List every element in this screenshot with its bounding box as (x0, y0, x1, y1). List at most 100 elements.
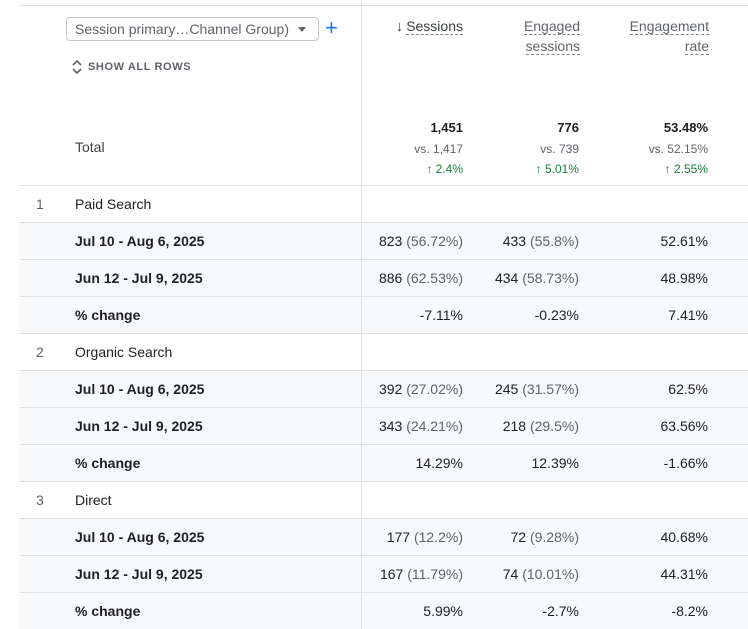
sessions-value: 167 (379, 566, 404, 582)
plus-icon: + (325, 15, 338, 40)
show-all-rows-button[interactable]: SHOW ALL ROWS (72, 59, 191, 75)
rate-cell: 62.5% (668, 381, 708, 397)
engaged-cell: 433 (55.8%) (503, 223, 579, 259)
period-label: Jun 12 - Jul 9, 2025 (75, 270, 203, 286)
row-divider (361, 408, 362, 444)
total-rate: 53.48% (663, 120, 708, 135)
sessions-value: 886 (378, 270, 403, 286)
total-engaged-vs: vs. 739 (540, 142, 579, 156)
table-row[interactable]: % change 14.29% 12.39% -1.66% (19, 444, 748, 481)
engaged-share: (29.5%) (529, 418, 579, 434)
add-dimension-button[interactable]: + (325, 15, 338, 41)
row-divider (361, 334, 362, 370)
total-sessions-change: ↑ 2.4% (426, 162, 463, 176)
rate-cell: 52.61% (660, 233, 708, 249)
group-row[interactable]: 1 Paid Search (19, 185, 748, 222)
rate-cell: -1.66% (663, 455, 708, 471)
row-index: 1 (36, 196, 44, 212)
row-divider (361, 556, 362, 592)
rate-cell: 48.98% (660, 270, 708, 286)
table-row[interactable]: Jul 10 - Aug 6, 2025 823 (56.72%) 433 (5… (19, 222, 748, 259)
sessions-share: (62.53%) (406, 270, 463, 286)
table-row[interactable]: Jun 12 - Jul 9, 2025 886 (62.53%) 434 (5… (19, 259, 748, 296)
table-row[interactable]: Jul 10 - Aug 6, 2025 177 (12.2%) 72 (9.2… (19, 518, 748, 555)
show-all-rows-label: SHOW ALL ROWS (88, 61, 192, 73)
total-rate-vs: vs. 52.15% (648, 142, 708, 156)
table-row[interactable]: Jul 10 - Aug 6, 2025 392 (27.02%) 245 (3… (19, 370, 748, 407)
column-header-line: rate (684, 38, 709, 55)
period-label: Jun 12 - Jul 9, 2025 (75, 418, 203, 434)
total-engaged: 776 (557, 120, 579, 135)
table-top-border (19, 5, 748, 6)
engaged-share: (9.28%) (529, 529, 579, 545)
sessions-cell: 392 (27.02%) (379, 371, 463, 407)
total-label: Total (75, 139, 105, 155)
rate-cell: 40.68% (660, 529, 708, 545)
group-row[interactable]: 3 Direct (19, 481, 748, 518)
period-label: Jul 10 - Aug 6, 2025 (75, 529, 205, 545)
rate-cell: 7.41% (668, 307, 708, 323)
group-row[interactable]: 2 Organic Search (19, 333, 748, 370)
rate-cell: 63.56% (660, 418, 708, 434)
column-header-engagement-rate[interactable]: Engagement rate (600, 16, 709, 56)
period-label: Jul 10 - Aug 6, 2025 (75, 233, 205, 249)
rate-cell: 44.31% (660, 566, 708, 582)
row-divider (361, 482, 362, 518)
expand-icon (72, 59, 82, 75)
engaged-value: 433 (502, 233, 527, 249)
sessions-value: 343 (378, 418, 403, 434)
engaged-cell: 12.39% (531, 455, 579, 471)
sessions-cell: 886 (62.53%) (379, 260, 463, 296)
column-header-sessions[interactable]: ↓ Sessions (385, 16, 463, 37)
column-header-line: Engaged (523, 18, 580, 35)
dimension-select[interactable]: Session primary…Channel Group) (66, 17, 319, 41)
engaged-value: 72 (510, 529, 527, 545)
engaged-value: 74 (502, 566, 519, 582)
engaged-cell: 245 (31.57%) (495, 371, 579, 407)
period-label: % change (75, 455, 141, 471)
sessions-cell: 167 (11.79%) (380, 556, 463, 592)
engaged-cell: 434 (58.73%) (495, 260, 579, 296)
sessions-share: (24.21%) (406, 418, 463, 434)
chevron-down-icon (298, 26, 306, 32)
table-row[interactable]: Jun 12 - Jul 9, 2025 343 (24.21%) 218 (2… (19, 407, 748, 444)
engaged-cell: -2.7% (542, 603, 579, 619)
column-header-line: Engagement (629, 18, 709, 35)
engaged-value: 218 (502, 418, 527, 434)
row-divider (361, 223, 362, 259)
column-header-engaged-sessions[interactable]: Engaged sessions (480, 16, 580, 56)
row-divider (361, 519, 362, 555)
period-label: % change (75, 307, 141, 323)
sessions-share: (12.2%) (413, 529, 463, 545)
engaged-cell: 72 (9.28%) (511, 519, 580, 555)
row-divider (361, 186, 362, 222)
engaged-share: (58.73%) (522, 270, 579, 286)
sort-down-arrow-icon: ↓ (395, 18, 404, 35)
sessions-value: 177 (386, 529, 411, 545)
period-label: Jul 10 - Aug 6, 2025 (75, 381, 205, 397)
engaged-share: (55.8%) (529, 233, 579, 249)
engaged-cell: -0.23% (534, 307, 579, 323)
engaged-share: (10.01%) (522, 566, 579, 582)
sessions-value: 392 (378, 381, 403, 397)
table-row[interactable]: Jun 12 - Jul 9, 2025 167 (11.79%) 74 (10… (19, 555, 748, 592)
table-row[interactable]: % change 5.99% -2.7% -8.2% (19, 592, 748, 629)
engaged-value: 434 (494, 270, 519, 286)
sessions-share: (11.79%) (407, 566, 463, 582)
engaged-share: (31.57%) (522, 381, 579, 397)
rate-cell: -8.2% (671, 603, 708, 619)
column-header-sessions-label: Sessions (406, 18, 463, 35)
total-sessions-vs: vs. 1,417 (414, 142, 463, 156)
row-divider (361, 371, 362, 407)
row-index: 2 (36, 344, 44, 360)
column-header-line: sessions (525, 38, 580, 55)
row-divider (361, 260, 362, 296)
row-divider (361, 445, 362, 481)
sessions-cell: 5.99% (423, 603, 463, 619)
row-divider (361, 297, 362, 333)
sessions-cell: 177 (12.2%) (387, 519, 463, 555)
channel-name: Direct (75, 492, 112, 508)
table-row[interactable]: % change -7.11% -0.23% 7.41% (19, 296, 748, 333)
row-index: 3 (36, 492, 44, 508)
sessions-value: 823 (378, 233, 403, 249)
